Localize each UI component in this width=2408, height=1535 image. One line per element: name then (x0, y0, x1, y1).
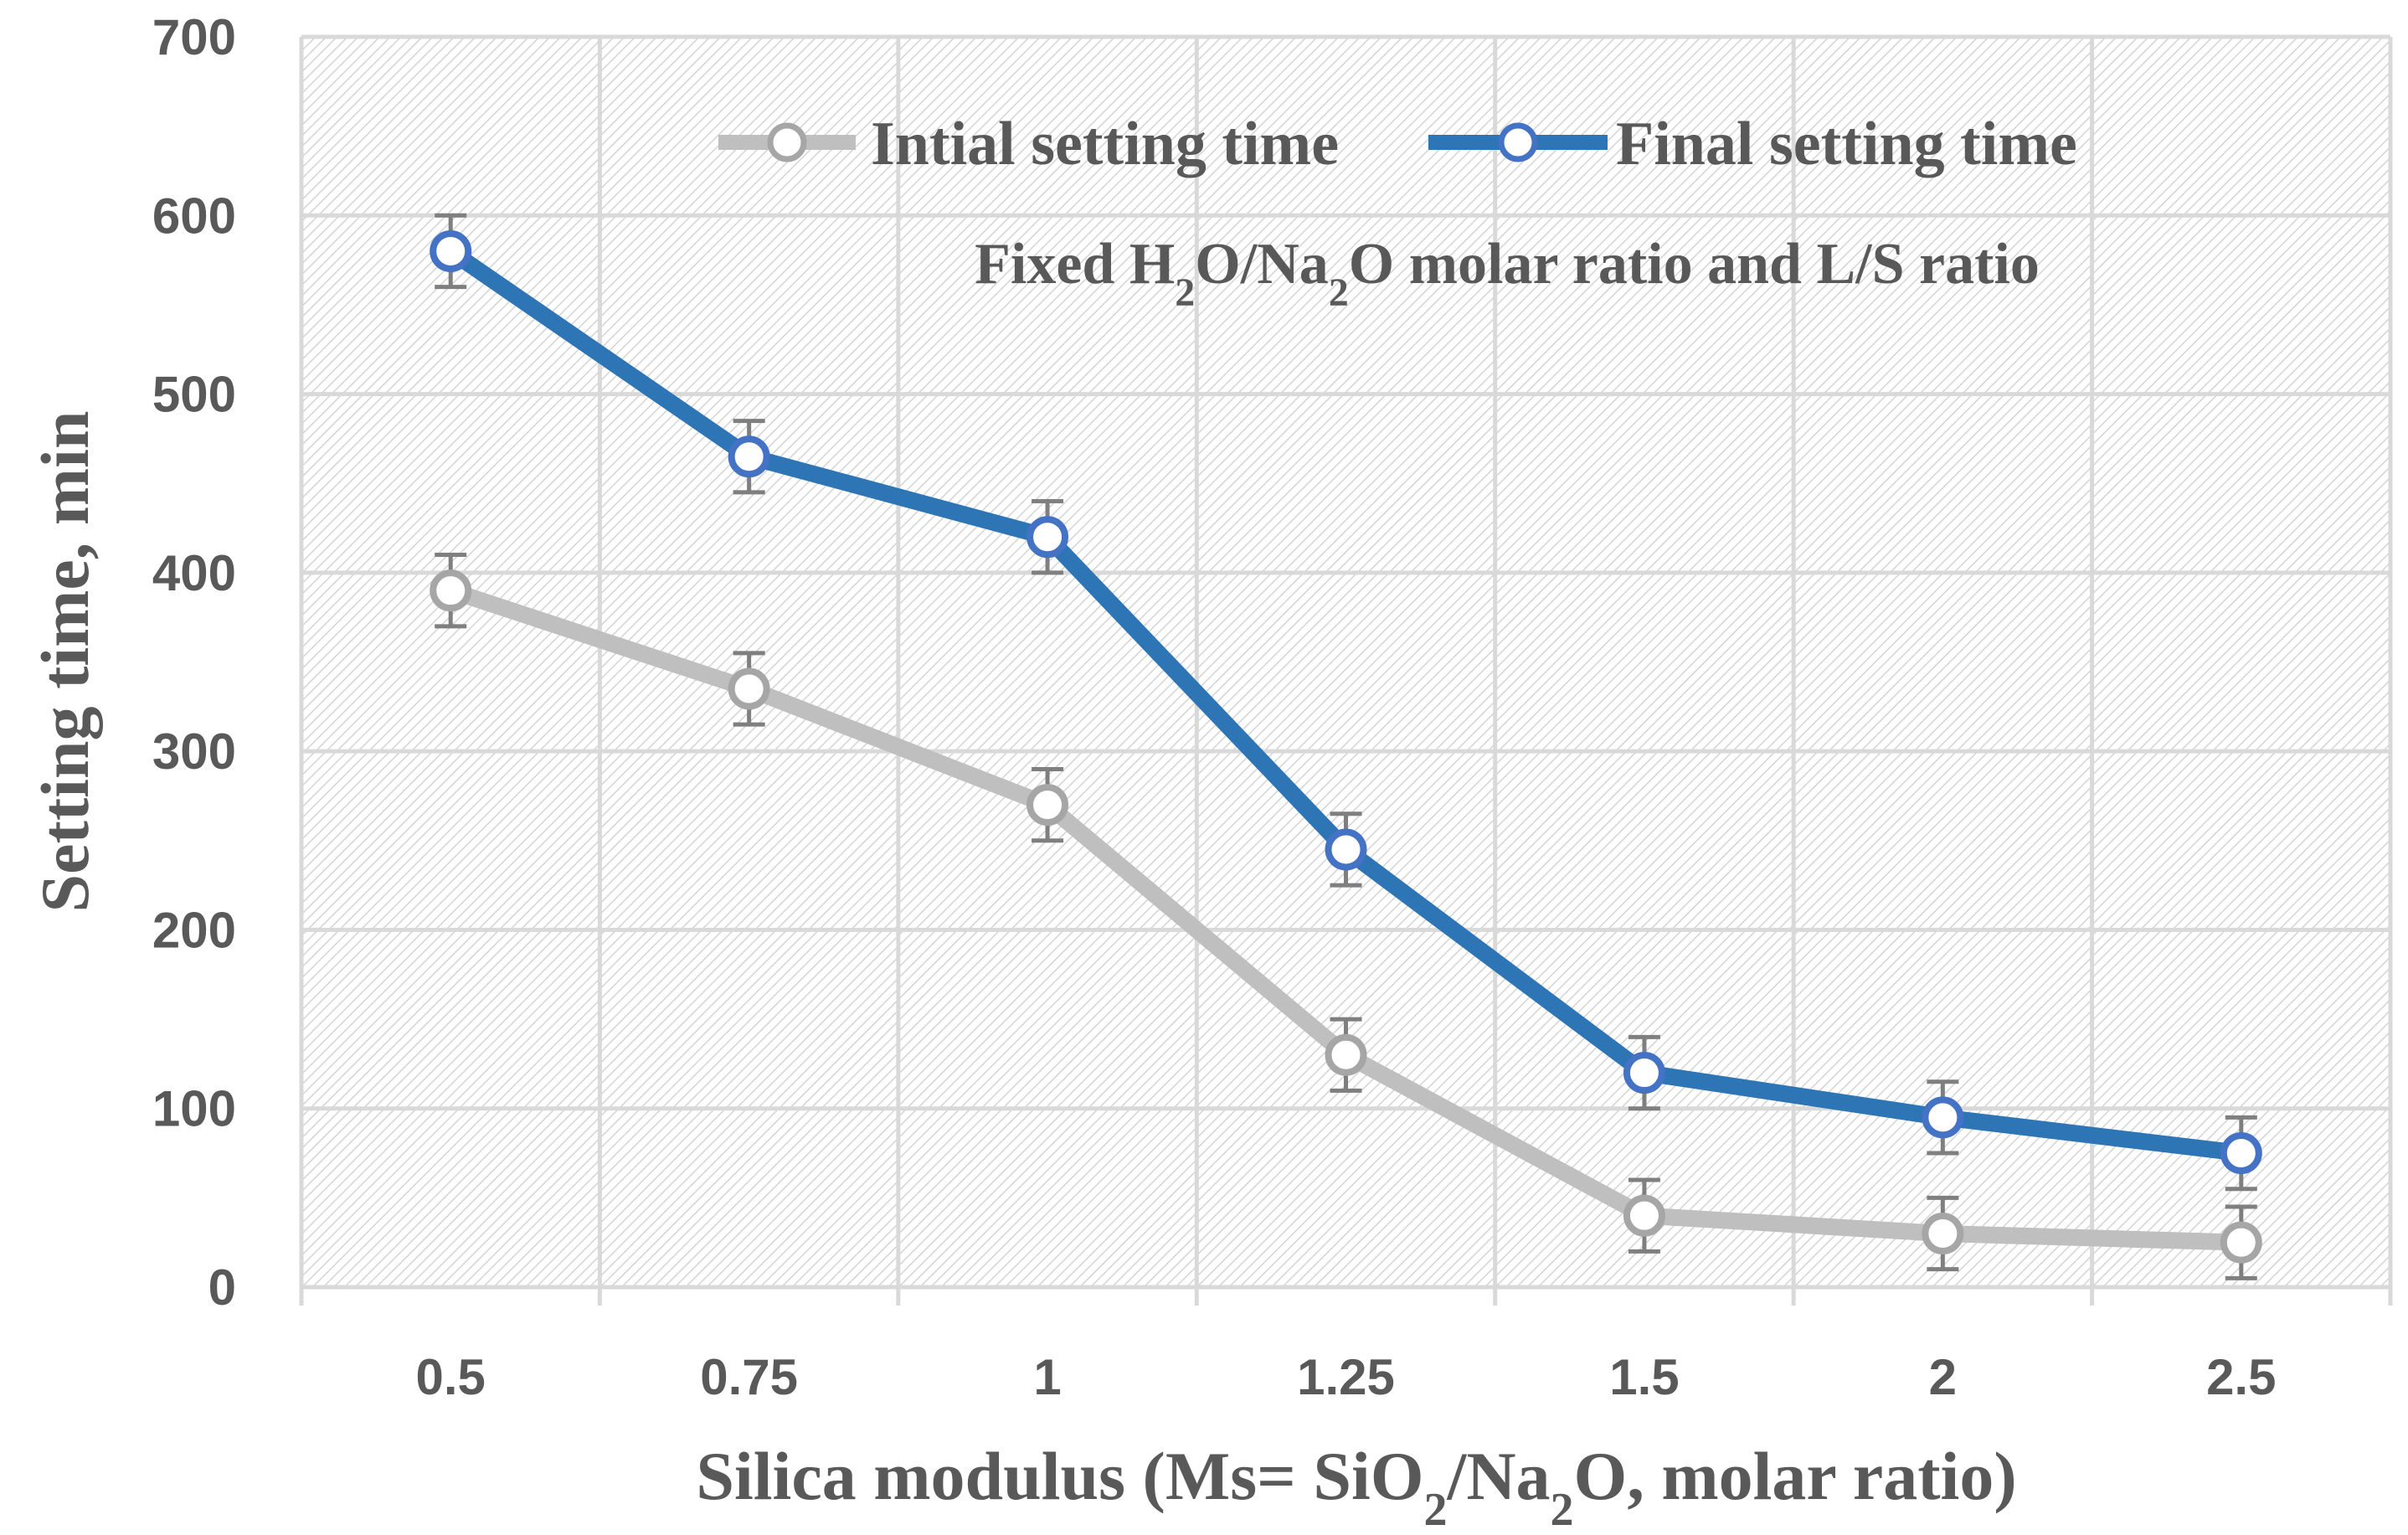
legend-label-final: Final setting time (1616, 110, 2077, 178)
data-point (1922, 1096, 1964, 1139)
data-point (2220, 1221, 2262, 1264)
data-point (1623, 1194, 1665, 1237)
x-axis (299, 1285, 2393, 1306)
legend-swatch-marker-final (1498, 122, 1538, 162)
x-tick-label: 2 (1929, 1349, 1957, 1405)
legend-swatch-marker-initial (767, 122, 807, 162)
y-tick-label: 300 (152, 724, 236, 780)
data-point (1026, 784, 1069, 827)
y-axis-ticks: 0 100 200 300 400 500 600 700 (152, 9, 236, 1316)
data-point (1922, 1213, 1964, 1255)
data-point (1325, 1033, 1367, 1076)
data-series (430, 213, 2262, 1280)
series-initial (430, 553, 2262, 1280)
x-tick-label: 1.5 (1609, 1349, 1679, 1405)
y-axis-title: Setting time, min (27, 411, 103, 913)
data-point (1623, 1052, 1665, 1095)
chart-annotation: Fixed H2O/Na2O molar ratio and L/S ratio (975, 232, 2040, 315)
y-tick-label: 600 (152, 188, 236, 244)
x-axis-title: Silica modulus (Ms= SiO2/Na2O, molar rat… (696, 1438, 2016, 1535)
legend-label-initial: Intial setting time (871, 110, 1339, 178)
y-tick-label: 400 (152, 545, 236, 601)
data-point (2220, 1132, 2262, 1175)
series-final (430, 213, 2262, 1192)
x-tick-label: 0.5 (416, 1349, 486, 1405)
y-tick-label: 0 (208, 1259, 236, 1316)
y-tick-label: 100 (152, 1081, 236, 1137)
x-tick-label: 2.5 (2206, 1349, 2276, 1405)
data-point (728, 435, 770, 478)
data-point (1026, 516, 1069, 559)
legend: Intial setting time Final setting time (718, 110, 2077, 178)
x-tick-label: 1 (1033, 1349, 1061, 1405)
data-point (728, 667, 770, 710)
data-point (430, 569, 472, 612)
data-point (1325, 828, 1367, 871)
plot-area (301, 37, 2390, 1287)
y-tick-label: 700 (152, 9, 236, 65)
x-axis-ticks: 0.5 0.75 1 1.25 1.5 2 2.5 (416, 1349, 2277, 1405)
x-tick-label: 1.25 (1297, 1349, 1395, 1405)
y-tick-label: 500 (152, 367, 236, 423)
x-tick-label: 0.75 (700, 1349, 798, 1405)
gridlines (299, 34, 2393, 1287)
y-tick-label: 200 (152, 902, 236, 958)
data-point (430, 229, 472, 272)
